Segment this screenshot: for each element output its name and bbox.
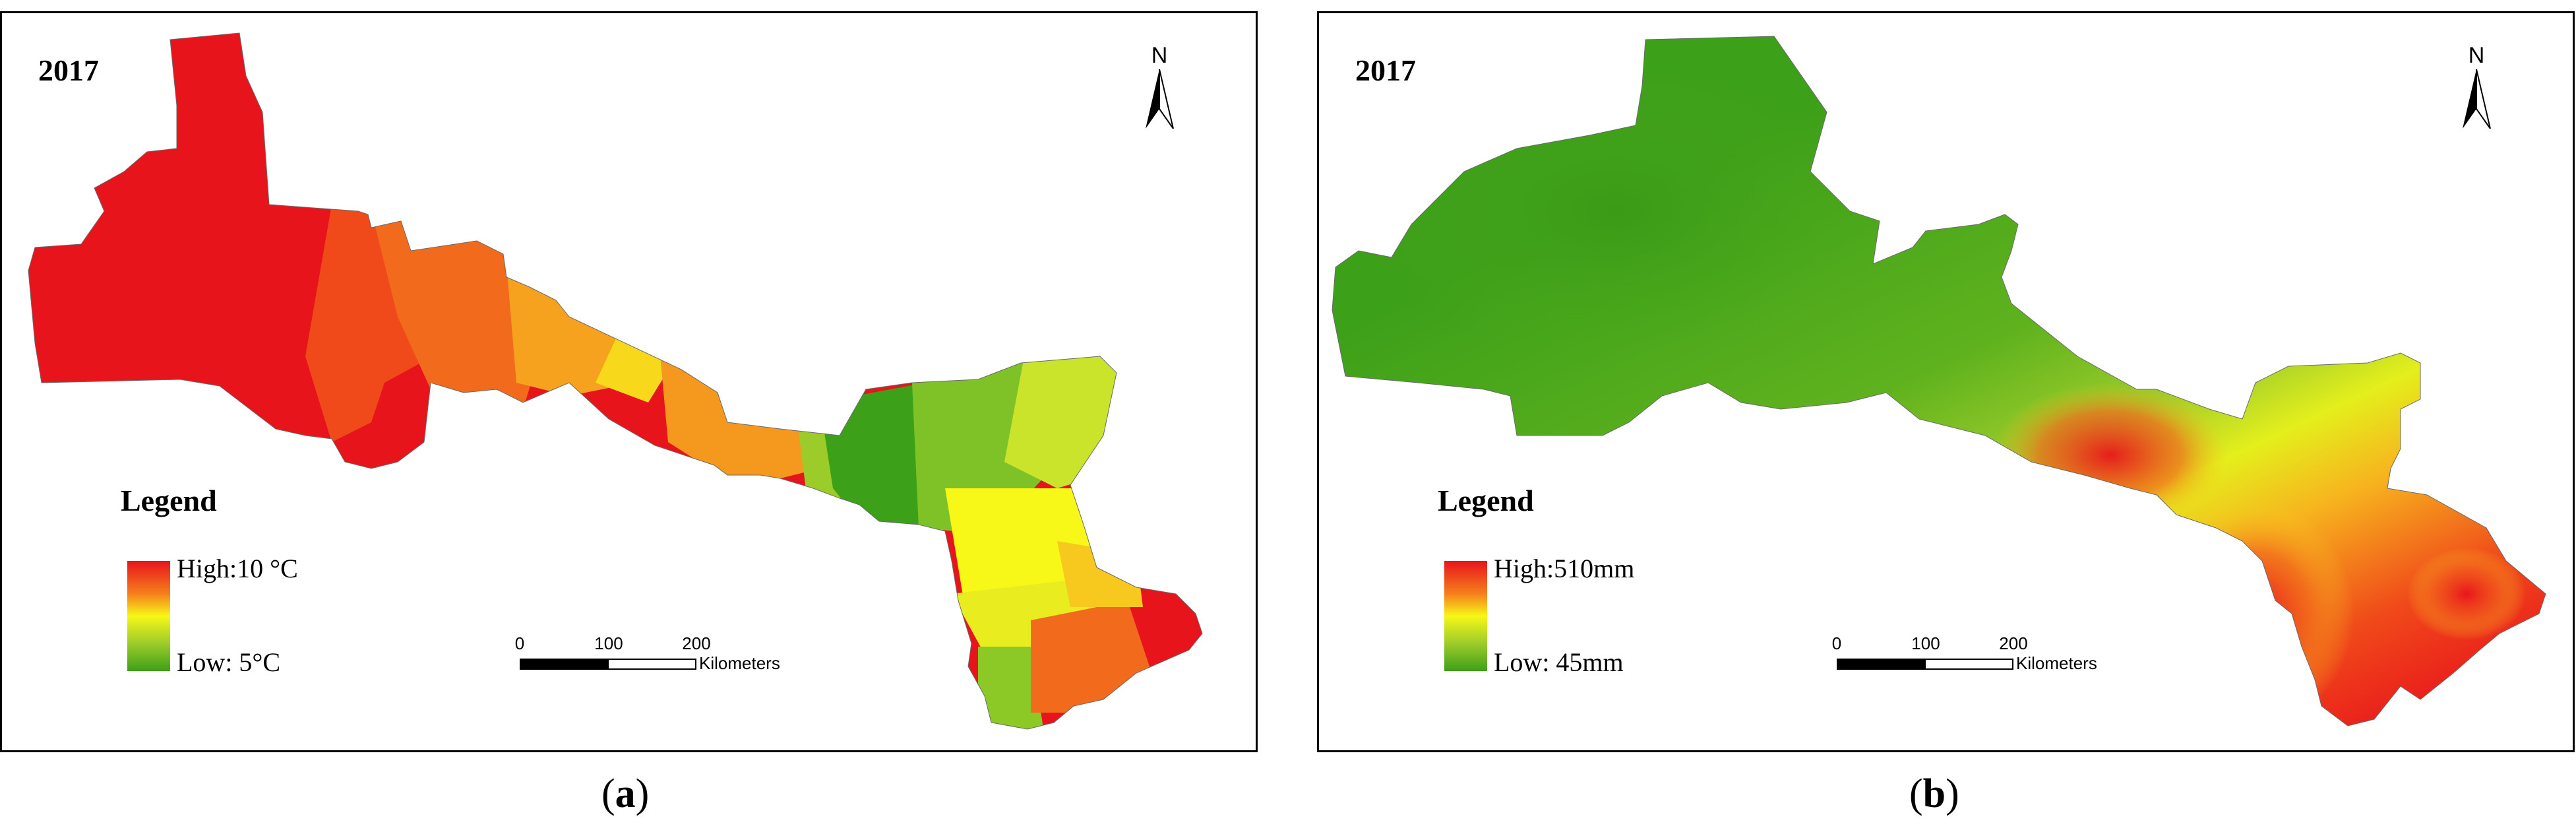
north-arrow: N — [1136, 43, 1182, 135]
caption-letter: a — [615, 771, 636, 816]
scale-tick-0: 0 — [514, 633, 525, 653]
scale-segment-black — [520, 659, 609, 670]
scale-tick-0: 0 — [1831, 633, 1842, 653]
north-arrow-icon — [1146, 69, 1174, 129]
north-letter: N — [2468, 43, 2485, 68]
scale-tick-100: 100 — [594, 633, 623, 653]
legend-high-label: High:10 °C — [177, 554, 298, 583]
caption-b: (b) — [1909, 771, 1959, 818]
scale-segment-black — [1837, 659, 1926, 670]
temperature-map — [28, 32, 1203, 730]
precipitation-map — [1332, 36, 2546, 727]
scale-bar: 0 100 200 Kilometers — [513, 633, 830, 693]
scale-tick-200: 200 — [1999, 633, 2028, 653]
north-arrow-icon — [2463, 69, 2491, 129]
legend-low-label: Low: 5°C — [177, 647, 281, 677]
scale-unit-label: Kilometers — [2016, 653, 2097, 673]
scale-bar: 0 100 200 Kilometers — [1830, 633, 2147, 693]
north-letter: N — [1151, 43, 1168, 68]
caption-open-paren: ( — [601, 771, 615, 816]
caption-letter: b — [1922, 771, 1946, 816]
north-arrow: N — [2453, 43, 2499, 135]
legend-low-label: Low: 45mm — [1494, 647, 1624, 677]
map-panel-precipitation: 2017 N Legend High:510mm Low: 45mm 0 100… — [1317, 11, 2575, 752]
scale-tick-200: 200 — [682, 633, 711, 653]
map-panel-temperature: 2017 N Legend High:10 °C Low: 5°C 0 100 … — [0, 11, 1258, 752]
scale-tick-100: 100 — [1911, 633, 1940, 653]
legend-high-label: High:510mm — [1494, 554, 1635, 583]
year-label: 2017 — [38, 53, 99, 87]
scale-segment-white — [1924, 659, 2013, 670]
caption-open-paren: ( — [1909, 771, 1923, 816]
year-label: 2017 — [1355, 53, 1416, 87]
legend-title: Legend — [1438, 484, 1534, 517]
caption-a: (a) — [601, 771, 649, 818]
legend-color-ramp — [1444, 561, 1487, 671]
legend-title: Legend — [121, 484, 217, 517]
scale-unit-label: Kilometers — [699, 653, 780, 673]
scale-segment-white — [607, 659, 696, 670]
legend-color-ramp — [127, 561, 170, 671]
caption-close-paren: ) — [1946, 771, 1959, 816]
caption-close-paren: ) — [635, 771, 650, 816]
